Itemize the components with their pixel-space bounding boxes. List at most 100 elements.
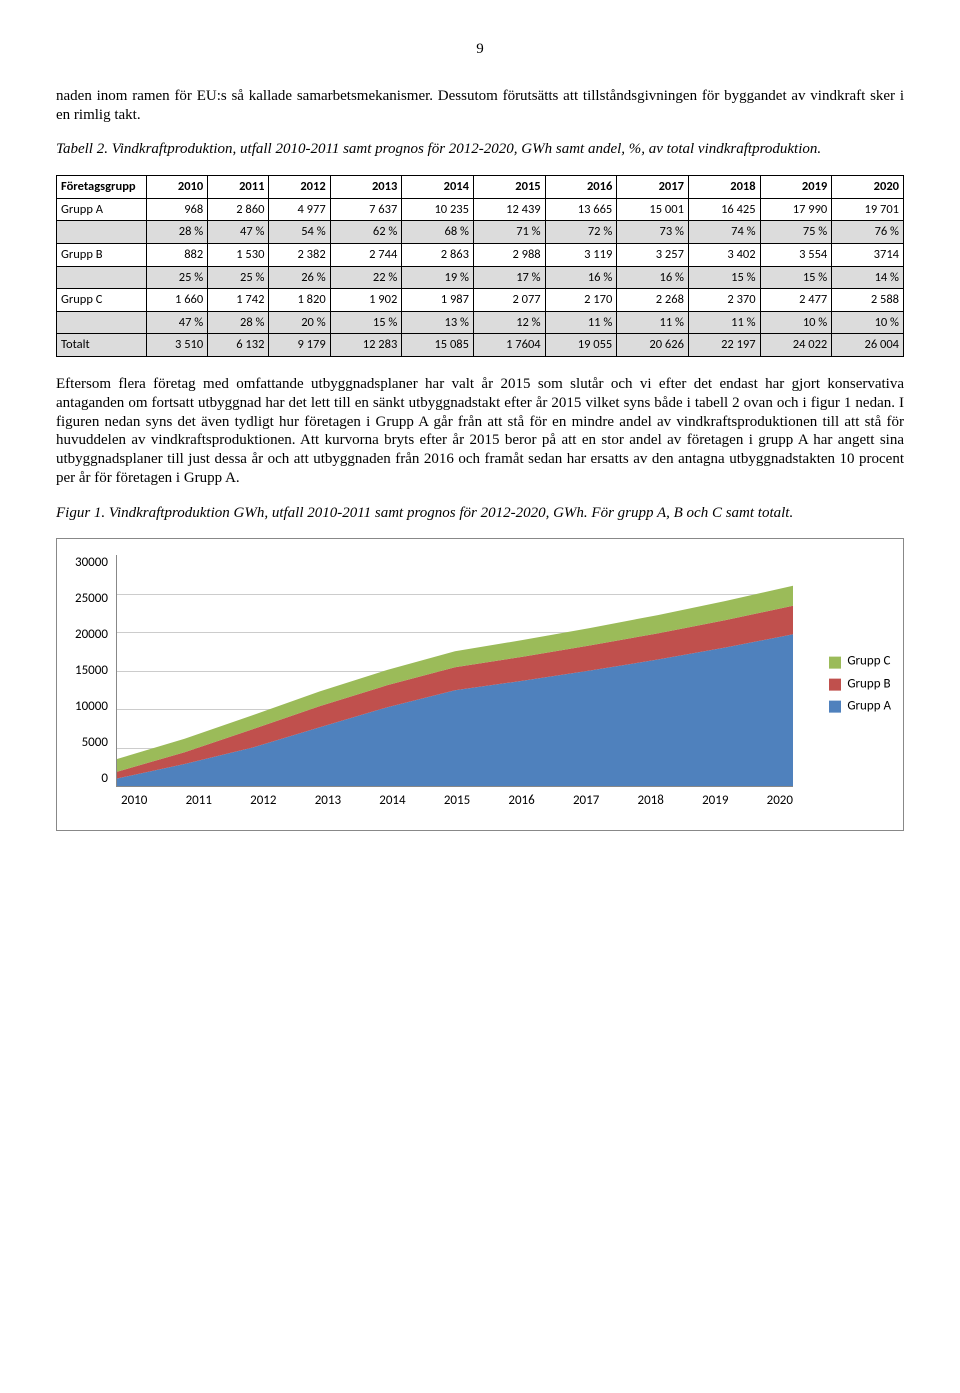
chart-plot-area xyxy=(116,555,793,787)
table-cell: 47 % xyxy=(208,221,269,244)
table-year-header: 2018 xyxy=(688,176,760,199)
table-cell: 12 283 xyxy=(330,334,402,357)
row-label xyxy=(57,311,147,334)
table-cell: 19 % xyxy=(402,266,474,289)
table-cell: 62 % xyxy=(330,221,402,244)
table-year-header: 2015 xyxy=(473,176,545,199)
table-year-header: 2010 xyxy=(147,176,208,199)
table-cell: 25 % xyxy=(147,266,208,289)
table-year-header: 2020 xyxy=(832,176,904,199)
y-tick-label: 5000 xyxy=(75,735,108,751)
paragraph-1: naden inom ramen för EU:s så kallade sam… xyxy=(56,87,904,125)
table-cell: 968 xyxy=(147,198,208,221)
y-tick-label: 15000 xyxy=(75,663,108,679)
legend-swatch xyxy=(829,678,841,690)
table-cell: 54 % xyxy=(269,221,330,244)
table-cell: 19 701 xyxy=(832,198,904,221)
table-cell: 26 004 xyxy=(832,334,904,357)
table-cell: 10 % xyxy=(760,311,832,334)
table-cell: 3 402 xyxy=(688,243,760,266)
table-cell: 882 xyxy=(147,243,208,266)
table-row: Totalt3 5106 1329 17912 28315 0851 76041… xyxy=(57,334,904,357)
table-row: Grupp C1 6601 7421 8201 9021 9872 0772 1… xyxy=(57,289,904,312)
table-cell: 1 987 xyxy=(402,289,474,312)
table-cell: 4 977 xyxy=(269,198,330,221)
row-label xyxy=(57,266,147,289)
page-number: 9 xyxy=(56,40,904,59)
chart-x-axis: 2010201120122013201420152016201720182019… xyxy=(121,793,793,809)
table-year-header: 2016 xyxy=(545,176,617,199)
table-cell: 15 001 xyxy=(617,198,689,221)
legend-swatch xyxy=(829,701,841,713)
legend-item: Grupp B xyxy=(829,676,891,692)
table-cell: 11 % xyxy=(688,311,760,334)
table-cell: 28 % xyxy=(147,221,208,244)
row-label: Totalt xyxy=(57,334,147,357)
table-cell: 15 % xyxy=(688,266,760,289)
table-cell: 72 % xyxy=(545,221,617,244)
table-cell: 3 510 xyxy=(147,334,208,357)
table-cell: 75 % xyxy=(760,221,832,244)
table-cell: 2 077 xyxy=(473,289,545,312)
legend-label: Grupp B xyxy=(847,676,890,692)
table-cell: 15 % xyxy=(760,266,832,289)
chart-container: Grupp CGrupp BGrupp A 300002500020000150… xyxy=(56,538,904,830)
table-cell: 11 % xyxy=(617,311,689,334)
table-cell: 24 022 xyxy=(760,334,832,357)
table-row: Grupp A9682 8604 9777 63710 23512 43913 … xyxy=(57,198,904,221)
table-cell: 12 % xyxy=(473,311,545,334)
row-label: Grupp B xyxy=(57,243,147,266)
chart-legend: Grupp CGrupp BGrupp A xyxy=(829,648,891,721)
row-label xyxy=(57,221,147,244)
table-cell: 7 637 xyxy=(330,198,402,221)
table-cell: 3 119 xyxy=(545,243,617,266)
table-cell: 6 132 xyxy=(208,334,269,357)
table-cell: 16 425 xyxy=(688,198,760,221)
x-tick-label: 2010 xyxy=(121,793,147,809)
row-label: Grupp C xyxy=(57,289,147,312)
table-cell: 47 % xyxy=(147,311,208,334)
table-cell: 1 660 xyxy=(147,289,208,312)
x-tick-label: 2020 xyxy=(767,793,793,809)
table-row: Grupp B8821 5302 3822 7442 8632 9883 119… xyxy=(57,243,904,266)
table-cell: 19 055 xyxy=(545,334,617,357)
table-cell: 13 % xyxy=(402,311,474,334)
table-cell: 15 % xyxy=(330,311,402,334)
table-cell: 10 % xyxy=(832,311,904,334)
table-cell: 17 % xyxy=(473,266,545,289)
legend-label: Grupp A xyxy=(847,699,891,715)
legend-item: Grupp A xyxy=(829,699,891,715)
chart-y-axis: 300002500020000150001000050000 xyxy=(75,555,116,787)
table-cell: 26 % xyxy=(269,266,330,289)
table-year-header: 2017 xyxy=(617,176,689,199)
x-tick-label: 2014 xyxy=(379,793,405,809)
y-tick-label: 20000 xyxy=(75,627,108,643)
table-cell: 2 477 xyxy=(760,289,832,312)
table-cell: 22 197 xyxy=(688,334,760,357)
x-tick-label: 2012 xyxy=(250,793,276,809)
table-cell: 76 % xyxy=(832,221,904,244)
table-year-header: 2013 xyxy=(330,176,402,199)
table-year-header: 2014 xyxy=(402,176,474,199)
table-cell: 11 % xyxy=(545,311,617,334)
y-tick-label: 30000 xyxy=(75,555,108,571)
table-cell: 2 863 xyxy=(402,243,474,266)
table-cell: 20 % xyxy=(269,311,330,334)
table-cell: 9 179 xyxy=(269,334,330,357)
table-cell: 71 % xyxy=(473,221,545,244)
table-cell: 1 530 xyxy=(208,243,269,266)
table-cell: 13 665 xyxy=(545,198,617,221)
table-cell: 10 235 xyxy=(402,198,474,221)
legend-swatch xyxy=(829,656,841,668)
table-row: 28 %47 %54 %62 %68 %71 %72 %73 %74 %75 %… xyxy=(57,221,904,244)
table-cell: 20 626 xyxy=(617,334,689,357)
x-tick-label: 2016 xyxy=(508,793,534,809)
x-tick-label: 2013 xyxy=(315,793,341,809)
table-cell: 2 268 xyxy=(617,289,689,312)
table-cell: 74 % xyxy=(688,221,760,244)
table-cell: 2 382 xyxy=(269,243,330,266)
table-cell: 2 988 xyxy=(473,243,545,266)
table-cell: 15 085 xyxy=(402,334,474,357)
table-col-header: Företagsgrupp xyxy=(57,176,147,199)
paragraph-2: Eftersom flera företag med omfattande ut… xyxy=(56,375,904,488)
